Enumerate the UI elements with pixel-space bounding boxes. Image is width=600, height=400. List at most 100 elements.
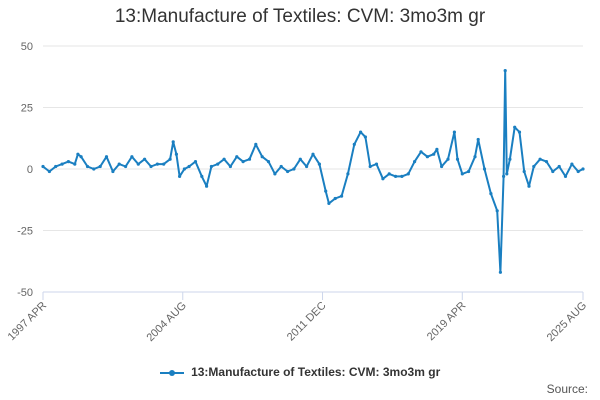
data-point[interactable] — [452, 130, 456, 134]
data-point[interactable] — [76, 152, 80, 156]
data-point[interactable] — [502, 174, 506, 178]
data-point[interactable] — [174, 152, 178, 156]
data-point[interactable] — [467, 169, 471, 174]
data-point[interactable] — [111, 169, 115, 174]
series-line[interactable] — [42, 69, 584, 274]
data-point[interactable] — [495, 209, 499, 213]
data-point[interactable] — [54, 164, 58, 169]
data-point[interactable] — [205, 184, 209, 188]
data-point[interactable] — [532, 164, 536, 169]
data-point[interactable] — [130, 155, 134, 159]
data-point[interactable] — [171, 140, 175, 144]
data-point[interactable] — [73, 162, 77, 166]
data-point[interactable] — [333, 196, 337, 201]
data-point[interactable] — [563, 174, 568, 178]
data-point[interactable] — [419, 150, 423, 154]
data-point[interactable] — [435, 147, 439, 151]
data-point[interactable] — [136, 162, 140, 166]
data-point[interactable] — [581, 167, 585, 171]
data-point[interactable] — [406, 172, 410, 176]
data-point[interactable] — [143, 157, 147, 161]
data-point[interactable] — [60, 162, 64, 166]
data-point[interactable] — [522, 169, 526, 174]
data-point[interactable] — [489, 192, 493, 196]
data-point[interactable] — [473, 155, 477, 159]
data-point[interactable] — [187, 164, 191, 169]
data-point[interactable] — [381, 177, 385, 181]
data-point[interactable] — [209, 164, 213, 169]
data-point[interactable] — [513, 125, 517, 129]
data-point[interactable] — [440, 164, 444, 169]
data-point[interactable] — [149, 164, 153, 169]
data-point[interactable] — [200, 174, 204, 178]
data-point[interactable] — [66, 160, 70, 164]
data-point[interactable] — [279, 164, 283, 169]
data-point[interactable] — [368, 164, 372, 169]
data-point[interactable] — [193, 160, 198, 164]
data-point[interactable] — [413, 160, 417, 164]
data-point[interactable] — [400, 174, 404, 178]
data-point[interactable] — [266, 160, 271, 164]
data-point[interactable] — [508, 157, 512, 161]
data-point[interactable] — [538, 157, 542, 161]
data-point[interactable] — [260, 155, 264, 159]
data-point[interactable] — [273, 172, 277, 176]
data-point[interactable] — [551, 169, 555, 174]
data-point[interactable] — [254, 142, 258, 146]
data-point[interactable] — [352, 142, 356, 146]
data-point[interactable] — [98, 164, 102, 169]
data-point[interactable] — [41, 164, 45, 169]
data-point[interactable] — [182, 167, 186, 171]
data-point[interactable] — [576, 169, 580, 174]
data-point[interactable] — [168, 157, 172, 161]
data-point[interactable] — [317, 162, 321, 166]
data-point[interactable] — [228, 164, 232, 169]
source-credit[interactable]: Source: — [546, 382, 588, 396]
data-point[interactable] — [235, 155, 239, 159]
data-point[interactable] — [79, 155, 83, 159]
data-point[interactable] — [85, 164, 90, 169]
data-point[interactable] — [178, 174, 182, 178]
data-point[interactable] — [104, 155, 109, 159]
data-point[interactable] — [216, 162, 220, 166]
data-point[interactable] — [387, 172, 391, 176]
data-point[interactable] — [476, 137, 480, 142]
data-point[interactable] — [162, 162, 166, 166]
data-point[interactable] — [117, 162, 121, 166]
data-point[interactable] — [241, 160, 245, 164]
data-point[interactable] — [298, 157, 302, 161]
data-point[interactable] — [394, 174, 398, 178]
data-point[interactable] — [432, 152, 436, 156]
data-point[interactable] — [498, 270, 502, 274]
data-point[interactable] — [455, 157, 460, 161]
data-point[interactable] — [482, 167, 487, 171]
data-point[interactable] — [311, 152, 315, 156]
data-point[interactable] — [292, 167, 296, 171]
data-point[interactable] — [340, 194, 344, 198]
data-point[interactable] — [544, 160, 549, 164]
legend[interactable]: 13:Manufacture of Textiles: CVM: 3mo3m g… — [0, 365, 600, 379]
data-point[interactable] — [359, 130, 363, 134]
data-point[interactable] — [363, 135, 367, 139]
data-point[interactable] — [527, 184, 531, 188]
data-point[interactable] — [557, 164, 561, 169]
data-point[interactable] — [222, 157, 226, 161]
data-point[interactable] — [92, 167, 96, 171]
data-point[interactable] — [155, 162, 159, 166]
data-point[interactable] — [517, 130, 522, 134]
data-point[interactable] — [460, 172, 464, 176]
data-point[interactable] — [425, 155, 429, 159]
data-point[interactable] — [505, 172, 509, 176]
data-point[interactable] — [47, 169, 52, 174]
data-point[interactable] — [124, 164, 128, 169]
data-point[interactable] — [247, 157, 252, 161]
data-point[interactable] — [327, 201, 331, 205]
data-point[interactable] — [374, 162, 379, 166]
data-point[interactable] — [286, 169, 290, 174]
data-point[interactable] — [503, 69, 507, 73]
data-point[interactable] — [305, 164, 309, 169]
data-point[interactable] — [324, 189, 328, 193]
data-point[interactable] — [570, 162, 574, 166]
data-point[interactable] — [346, 172, 350, 176]
data-point[interactable] — [446, 157, 450, 161]
